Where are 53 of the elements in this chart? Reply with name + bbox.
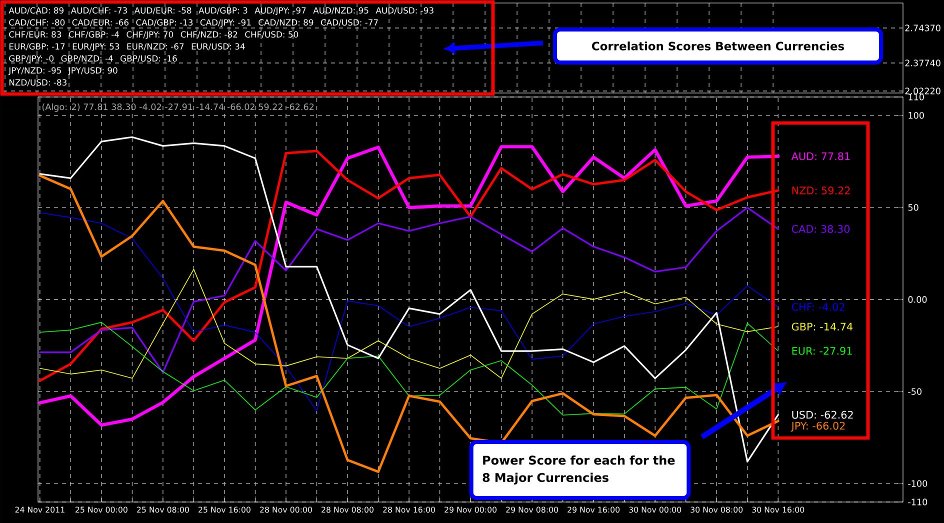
text: JPY/NZD: -95: [8, 67, 61, 76]
series-label: NZD: 59.22: [792, 186, 850, 194]
text: CHF/NZD: -82: [180, 31, 238, 38]
text: AUD/USD: -93: [376, 7, 434, 14]
line-series: [40, 268, 779, 379]
y-tick-label: 0.00: [908, 296, 927, 303]
text: CHF/GBP: -4: [68, 31, 120, 38]
text: CAD/USD: -77: [320, 19, 378, 26]
text: CHF/EUR: 83: [9, 31, 62, 38]
text: AUD/GBP: 3: [198, 7, 248, 14]
y-tick-label: -50: [908, 388, 922, 395]
text: JPY/USD: 90: [68, 67, 118, 76]
series-label: CHF: -4.02: [792, 302, 844, 311]
text: NZD/USD: -83: [9, 79, 67, 86]
line-series: [39, 206, 779, 374]
series-label: AUD: 77.81: [791, 152, 850, 160]
series-label: USD: -62.62: [792, 410, 853, 419]
text: EUR/USD: 34: [192, 43, 245, 50]
text: AUD/CHF: -73: [70, 7, 127, 14]
text: 2.02220: [905, 88, 940, 94]
series-label: JPY: -66.02: [790, 422, 845, 432]
text: CAD/CHF: -80: [9, 19, 65, 26]
text: 2.37740: [905, 60, 940, 66]
y-tick-label: 110: [908, 94, 924, 100]
text: AUD/CAD: 89: [8, 7, 64, 14]
line-series: [40, 322, 779, 416]
text: CHF/JPY: 70: [126, 31, 174, 40]
series-label: GBP: -14.74: [792, 322, 853, 331]
text: EUR/JPY: 53: [72, 43, 120, 52]
text: CAD/JPY: -91: [200, 19, 251, 28]
text: GBP/USD: -16: [120, 55, 177, 62]
text: EUR/GBP: -17: [9, 43, 65, 50]
y-tick-label: 100: [908, 112, 924, 119]
text: Correlation Scores Between Currencies: [592, 42, 844, 50]
series-label: EUR: -27.91: [792, 346, 852, 355]
text: CAD/EUR: -66: [72, 19, 129, 26]
text: GBP/JPY: -0: [9, 55, 54, 64]
text: EUR/NZD: -67: [127, 43, 184, 50]
text: GBP/NZD: -4: [61, 55, 113, 62]
text: (Algo: 2) 77.81 38.30 -4.02 -27.91 -14.74 -66.02 59.22 -62.62: [42, 103, 314, 112]
text: AUD/EUR: -58: [134, 7, 192, 14]
series-label: CAD: 38.30: [792, 225, 850, 233]
text: 2.74370: [905, 24, 940, 32]
text: CHF/USD: 50: [245, 31, 298, 38]
line-series: [40, 212, 779, 412]
y-tick-label: 50: [908, 204, 918, 211]
text: CAD/GBP: -13: [136, 19, 193, 26]
annotation: Power Score for each for the 8 Major Currencies: [482, 455, 675, 485]
y-tick-label: -110: [908, 498, 928, 506]
text: AUD/NZD: 95: [313, 7, 368, 14]
text: CAD/NZD: 89: [258, 19, 314, 26]
text: AUD/JPY: -97: [254, 7, 306, 16]
y-tick-label: -100: [908, 480, 928, 487]
